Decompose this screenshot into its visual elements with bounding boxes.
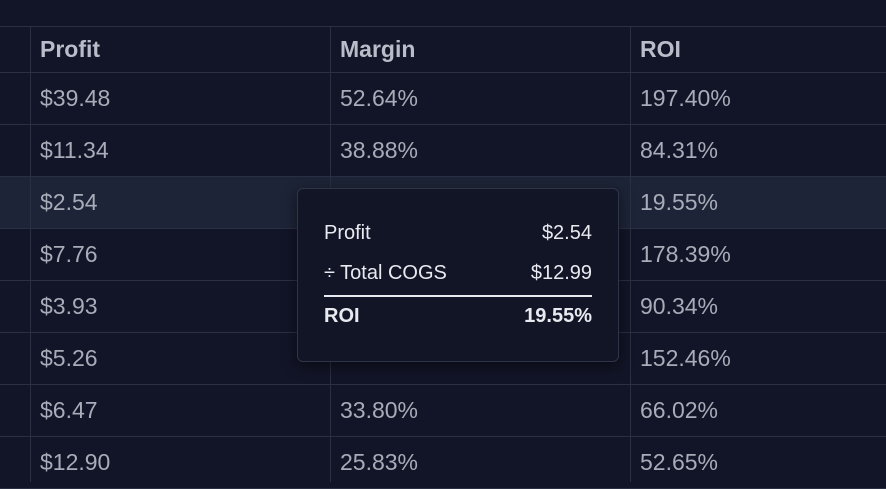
column-header[interactable]: Margin [340, 36, 416, 62]
table-cell: 38.88% [340, 137, 419, 163]
table-cell: 90.34% [640, 293, 719, 319]
row-divider [0, 72, 886, 73]
tooltip-divider [324, 295, 592, 297]
tooltip: Profit $2.54 ÷ Total COGS $12.99 ROI 19.55% [297, 188, 619, 362]
table-cell: $39.48 [40, 85, 111, 111]
table-cell: $11.34 [40, 137, 109, 163]
table-cell: 19.55% [640, 189, 719, 215]
table-cell: $7.76 [40, 241, 98, 267]
table-cell: 152.46% [640, 345, 731, 371]
table-cell: $12.90 [40, 449, 111, 475]
tooltip-label: ÷ Total COGS [324, 262, 447, 284]
table-cell: 33.80% [340, 397, 419, 423]
row-divider [0, 436, 886, 437]
column-divider [630, 26, 631, 482]
tooltip-label: Profit [324, 222, 371, 244]
tooltip-value: 19.55% [524, 305, 592, 327]
tooltip-row: ROI 19.55% [324, 305, 592, 328]
tooltip-value: $2.54 [541, 222, 592, 244]
tooltip-row: Profit $2.54 [324, 222, 592, 245]
table-cell: 52.65% [640, 449, 719, 475]
row-divider [0, 384, 886, 385]
column-header[interactable]: ROI [640, 36, 681, 62]
table-cell: 66.02% [640, 397, 719, 423]
table-cell: $3.93 [40, 293, 98, 319]
tooltip-row: ÷ Total COGS $12.99 [324, 262, 592, 285]
row-divider [0, 176, 886, 177]
tooltip-value: $12.99 [530, 262, 592, 284]
table-cell: 52.64% [340, 85, 419, 111]
table-cell: 197.40% [640, 85, 731, 111]
table-cell: $6.47 [40, 397, 98, 423]
row-divider [0, 124, 886, 125]
table-cell: $5.26 [40, 345, 98, 371]
table-cell: 84.31% [640, 137, 719, 163]
column-header[interactable]: Profit [40, 36, 101, 62]
table-cell: $2.54 [40, 189, 98, 215]
column-divider [30, 26, 31, 482]
table-cell: 25.83% [340, 449, 419, 475]
row-divider [0, 26, 886, 27]
table-cell: 178.39% [640, 241, 731, 267]
tooltip-label: ROI [324, 305, 360, 327]
